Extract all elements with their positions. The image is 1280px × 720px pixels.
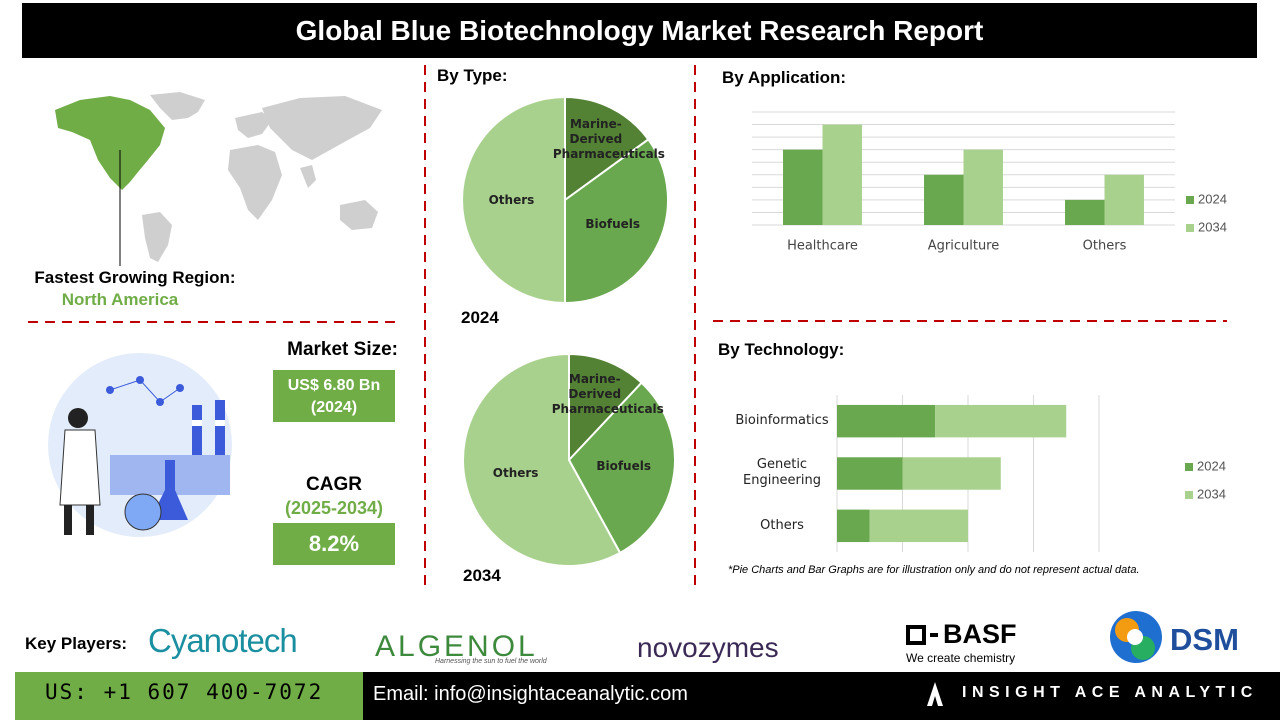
pie-year: 2034 [463,566,501,585]
cagr-label: CAGR [306,474,362,495]
category-label: Healthcare [787,239,858,254]
dsm-mark [1110,611,1162,663]
pie-slice [567,381,676,555]
company-tagline: Harnessing the sun to fuel the world [435,658,547,665]
cagr-value: 8.2% [273,523,395,565]
technology-title: By Technology: [718,340,845,359]
legend-swatch [1186,196,1194,204]
company-logo: ALGENOL [375,630,538,663]
pie-slice [564,95,650,202]
key-players-label: Key Players: [25,634,128,653]
legend-swatch [1185,463,1193,471]
bar [1104,174,1144,225]
footer-email: Email: info@insightaceanalytic.com [373,683,688,705]
footer-bar [363,672,1280,720]
footer-phone-bar [15,672,363,720]
pie-year: 2024 [461,308,499,327]
company-logo: Cyanotech [148,622,298,659]
category-label: Others [1083,239,1127,254]
slice-label: Marine-Derived Pharmaceuticals [551,372,664,417]
legend-label: 2034 [1197,486,1226,501]
region-value: North America [61,290,179,309]
category-label: Bioinformatics [735,413,829,429]
bar [822,124,862,225]
type-title: By Type: [437,66,508,85]
bar [1065,199,1105,225]
bar [924,174,964,225]
slice-label: Biofuels [596,459,651,474]
category-label: Others [760,517,804,533]
category-label: Agriculture [928,239,1000,254]
pie-slice [568,352,643,463]
legend-label: 2034 [1198,219,1227,234]
pie-slice [564,138,669,305]
header-bar [22,3,1257,58]
company-logo: BASF [943,619,1017,649]
cagr-period: (2025-2034) [284,498,384,518]
footer-phone: US: +1 607 400-7072 [45,680,324,704]
bar [783,149,823,225]
lab-illustration [48,353,232,537]
bar-segment [935,404,1067,438]
north-america [55,96,165,190]
legend-label: 2024 [1197,458,1226,473]
footer-brand: INSIGHT ACE ANALYTIC [962,684,1258,701]
region-label: Fastest Growing Region: [34,268,236,287]
legend-swatch [1186,224,1194,232]
slice-label: Marine-Derived Pharmaceuticals [552,116,665,161]
slice-label: Others [488,192,535,207]
legend-swatch [1185,491,1193,499]
bar [963,149,1003,225]
category-label: Genetic Engineering [743,457,821,489]
brand-icon [927,682,943,706]
world-map [142,92,382,262]
pie-slice [461,95,566,305]
slice-label: Biofuels [585,216,641,231]
company-logo: novozymes [637,632,779,663]
bar-segment [902,457,1001,490]
pie-slice [462,352,622,567]
bar-segment [837,404,936,438]
page-title: Global Blue Biotechnology Market Researc… [295,15,984,46]
market-size-box [273,370,395,422]
charts: Healthcare Agriculture Others 2024 2034 2024 2… [461,95,1227,567]
disclaimer: *Pie Charts and Bar Graphs are for illus… [728,564,1140,576]
dividers [28,65,1227,590]
basf-mark [906,625,938,645]
application-title: By Application: [722,68,847,87]
legend-label: 2024 [1198,191,1227,206]
market-size-label: Market Size: [287,339,398,360]
bar-segment [869,509,968,543]
slice-label: Others [492,466,539,481]
market-size-value: US$ 6.80 Bn (2024) [287,377,381,416]
bar-segment [837,509,870,543]
company-tagline: We create chemistry [906,651,1016,665]
company-logo: DSM [1170,622,1239,657]
bar-segment [837,457,903,490]
